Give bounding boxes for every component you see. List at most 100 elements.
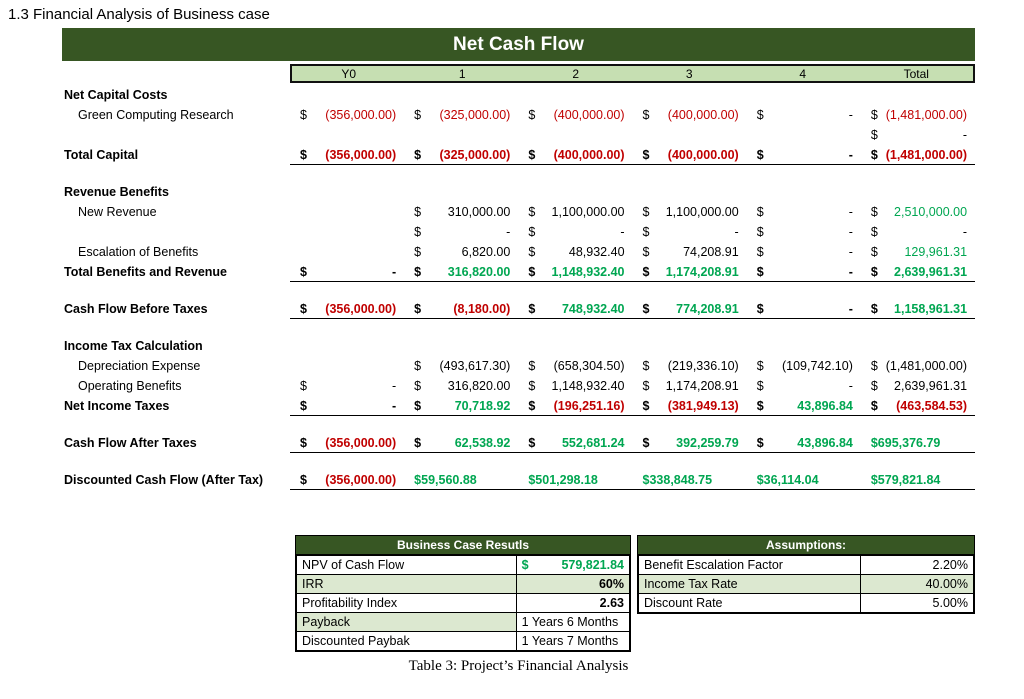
cell: [747, 125, 861, 145]
table-row: Total Benefits and Revenue $ - $316,820.00 $…: [62, 262, 975, 282]
cell: $ (356,000.00): [290, 105, 404, 125]
currency-symbol: $: [300, 435, 307, 450]
cell-value: (400,000.00): [553, 147, 625, 162]
cell: $552,681.24: [518, 433, 632, 452]
cell-value: -: [848, 245, 853, 259]
table-row: Net Capital Costs: [62, 85, 975, 105]
cell: [290, 242, 404, 262]
currency-symbol: $: [414, 379, 422, 393]
cell-value: 62,538.92: [454, 435, 511, 450]
row-cells: [290, 85, 975, 105]
cell-value: -: [848, 264, 853, 279]
currency-symbol: $: [528, 359, 536, 373]
currency-symbol: $: [756, 225, 764, 239]
row-label: Net Income Taxes: [64, 399, 170, 413]
row-label: [62, 125, 290, 145]
currency-symbol: $: [414, 435, 422, 450]
assumption-label: Benefit Escalation Factor: [638, 555, 861, 575]
assumption-value: 2.20%: [859, 555, 974, 575]
cell: [861, 336, 975, 356]
currency-symbol: $: [870, 379, 878, 393]
cell: $ -: [404, 222, 518, 242]
cell-value: (400,000.00): [553, 108, 625, 122]
currency-symbol: $: [870, 108, 878, 122]
cell: $ -: [518, 222, 632, 242]
cell: $ -: [290, 376, 404, 396]
currency-symbol: $: [756, 379, 764, 393]
cell: $ -: [747, 299, 861, 318]
cell-value: -: [962, 128, 968, 142]
result-label: IRR: [296, 574, 517, 594]
cell-value: (325,000.00): [439, 108, 511, 122]
cell-value: 552,681.24: [561, 435, 625, 450]
currency-symbol: $: [642, 264, 650, 279]
cell-value: (463,584.53): [896, 398, 968, 413]
table-row: Income Tax Calculation: [62, 336, 975, 356]
cell-value: -: [734, 225, 739, 239]
currency-symbol: $: [870, 301, 878, 316]
cell-value: $695,376.79: [870, 435, 941, 450]
currency-symbol: $: [528, 147, 536, 162]
currency-symbol: $: [300, 264, 307, 279]
cell: $ (356,000.00): [290, 145, 404, 164]
cell: $43,896.84: [747, 433, 861, 452]
assumption-row: Income Tax Rate 40.00%: [638, 574, 974, 594]
currency-symbol: $: [642, 379, 650, 393]
cell: [633, 182, 747, 202]
cell: $ -: [747, 262, 861, 281]
cell: $ -: [747, 222, 861, 242]
currency-symbol: $: [528, 398, 536, 413]
cell: [404, 85, 518, 105]
cell: [290, 222, 404, 242]
table-row: Escalation of Benefits $6,820.00 $48,932.4…: [62, 242, 975, 262]
cashflow-rows: Net Capital Costs Green Computing Researc…: [62, 85, 975, 490]
cell-value: $579,821.84: [870, 472, 941, 487]
cell: $ (381,949.13): [633, 396, 747, 415]
cell: [861, 182, 975, 202]
cell: [747, 182, 861, 202]
cell-value: 748,932.40: [561, 301, 625, 316]
cell: [404, 125, 518, 145]
cell-value: -: [848, 108, 853, 122]
result-label: NPV of Cash Flow: [296, 555, 517, 575]
table-row: Depreciation Expense $ (493,617.30) $ (658,3…: [62, 356, 975, 376]
row-label: Depreciation Expense: [78, 359, 201, 373]
table-row: [62, 416, 975, 433]
currency-symbol: $: [300, 108, 307, 122]
cell: $43,896.84: [747, 396, 861, 415]
currency-symbol: $: [756, 359, 764, 373]
currency-symbol: $: [642, 205, 650, 219]
cell-value: 1,100,000.00: [551, 205, 625, 219]
cell: $ (109,742.10): [747, 356, 861, 376]
cell-value: 1,158,961.31: [894, 301, 968, 316]
row-label: Discounted Cash Flow (After Tax): [64, 473, 264, 487]
assumption-value: 40.00%: [859, 574, 974, 594]
currency-symbol: $: [756, 435, 764, 450]
table-row: [62, 165, 975, 182]
row-cells: $ (356,000.00) $62,538.92 $552,681.24 $392,2…: [290, 433, 975, 453]
table-row: Operating Benefits $ - $316,820.00 $1,148,93…: [62, 376, 975, 396]
result-label: Discounted Paybak: [296, 631, 517, 651]
currency-symbol: $: [870, 128, 878, 142]
cell: $ (400,000.00): [633, 105, 747, 125]
assumptions-rows: Benefit Escalation Factor 2.20% Income Tax…: [638, 555, 974, 613]
column-header: 2: [572, 66, 580, 81]
cell-value: 129,961.31: [904, 245, 968, 259]
cell: $1,100,000.00: [633, 202, 747, 222]
business-case-results-table: Business Case Resutls NPV of Cash Flow $5…: [295, 535, 631, 652]
cell-value: 392,259.79: [676, 435, 739, 450]
cell: [633, 336, 747, 356]
cell: $695,376.79: [861, 433, 975, 452]
table-row: Cash Flow Before Taxes $ (356,000.00) $ (8,1…: [62, 299, 975, 319]
row-label: Revenue Benefits: [64, 185, 169, 199]
cell: $2,639,961.31: [861, 262, 975, 281]
cell-value: (356,000.00): [325, 147, 397, 162]
cell-value: (658,304.50): [553, 359, 625, 373]
currency-symbol: $: [528, 245, 536, 259]
currency-symbol: $: [414, 147, 422, 162]
cell: $ (196,251.16): [518, 396, 632, 415]
cell-value: (325,000.00): [439, 147, 511, 162]
currency-symbol: $: [300, 301, 307, 316]
cell-value: 310,000.00: [447, 205, 511, 219]
row-cells: $ - $ - $ - $ - $ -: [290, 222, 975, 242]
